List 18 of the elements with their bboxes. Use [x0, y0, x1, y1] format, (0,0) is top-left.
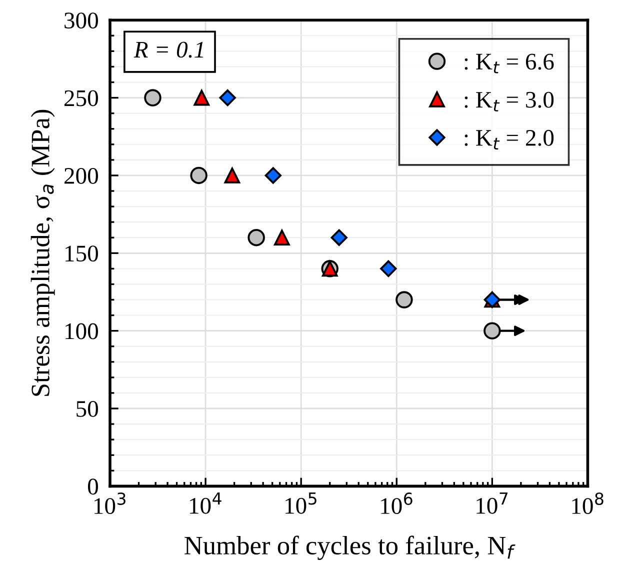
annotation: R = 0.1 [134, 42, 204, 58]
y-tick-label: 300 [64, 12, 98, 29]
x-tick-label: 10$^{8}$ [572, 492, 604, 514]
x-tick-label: 10$^{5}$ [286, 492, 316, 514]
y-axis-title: Stress amplitude, σ$_{a}$ (MPa) [30, 110, 55, 396]
y-tick-label: 0 [88, 478, 98, 495]
y-tick-label: 50 [76, 400, 98, 417]
y-tick-label: 150 [66, 246, 98, 262]
legend-label: : K$_{t}$ = 2.0 [464, 130, 554, 150]
y-tick-label: 250 [64, 90, 98, 106]
x-tick-label: 10$^{7}$ [476, 492, 508, 514]
legend-label: : K$_{t}$ = 3.0 [464, 92, 554, 112]
legend-label: : K$_{t}$ = 6.6 [464, 54, 554, 74]
x-tick-label: 10$^{6}$ [381, 492, 412, 514]
y-tick-label: 200 [64, 168, 98, 184]
x-axis-title: Number of cycles to failure, N$_{f}$ [184, 536, 516, 560]
x-tick-label: 10$^{4}$ [190, 492, 222, 514]
y-tick-label: 100 [66, 323, 98, 340]
